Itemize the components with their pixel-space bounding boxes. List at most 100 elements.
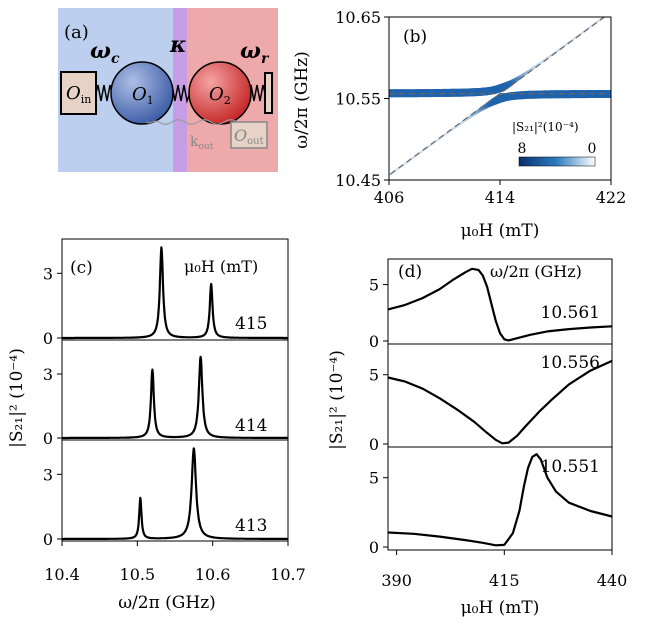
panel-d-subplot-frame	[387, 446, 613, 551]
panel-c-ytick-label: 0	[43, 429, 53, 448]
heatmap-branch-upper-segment	[514, 76, 521, 82]
o-out-label: Oout	[234, 126, 264, 147]
heatmap-branch-upper-segment	[531, 65, 537, 70]
panel-d-ytick-label: 5	[369, 469, 379, 488]
panel-a-label: (a)	[64, 22, 89, 43]
colorbar-max: 8	[518, 141, 527, 157]
panel-c-ytick-label: 0	[43, 530, 53, 549]
heatmap-branch-lower-segment	[403, 162, 407, 166]
heatmap-branch-lower-segment	[463, 117, 469, 122]
heatmap-branch-lower-segment	[474, 109, 480, 115]
panel-d-xtick-label: 440	[597, 571, 628, 590]
panel-b-xlabel: μ₀H (mT)	[461, 221, 540, 241]
panel-b-xtick-label: 414	[485, 188, 516, 207]
kout-squiggle	[145, 119, 238, 125]
panel-c-series-413	[61, 447, 289, 541]
heatmap-branch-lower-segment	[459, 120, 464, 125]
heatmap-branch-lower-segment	[411, 156, 416, 160]
panel-b-ytick-label: 10.45	[335, 171, 381, 190]
panel-c-series-label: 413	[235, 516, 267, 536]
heatmap-branch-lower-segment	[478, 106, 485, 112]
heatmap-branch-upper-segment	[608, 13, 609, 14]
panel-b: 406 414 422 10.65 10.55 10.45 (b) μ₀H (mT) ω/…	[292, 8, 626, 241]
panel-c-plot: 0 3 415 0 3 414 0 3 413 10.4 10.5 10.6 10.7	[43, 238, 306, 584]
panel-c-xtick-label: 10.5	[120, 565, 156, 584]
panel-d-ytick-label: 0	[369, 332, 379, 351]
panel-c-xtick-label: 10.4	[44, 565, 80, 584]
heatmap-branch-lower-segment	[466, 115, 472, 120]
o-out-box	[230, 121, 268, 149]
heatmap-branch-upper-segment	[523, 71, 529, 76]
panel-a: (a) ωc κ ωr Oin O1 O2 Oout kout	[58, 8, 278, 172]
heatmap-branch-upper-segment	[547, 54, 552, 59]
panel-b-label: (b)	[403, 27, 427, 47]
heatmap-branch-lower-segment	[461, 119, 466, 124]
heatmap-branch-lower-segment	[457, 122, 462, 127]
colorbar-min: 0	[588, 141, 597, 157]
panel-c: 0 3 415 0 3 414 0 3 413 10.4 10.5 10.6 10.7 (c) μ₀H …	[7, 238, 306, 613]
panel-b-xtick-label: 406	[374, 188, 405, 207]
heatmap-branch-upper-segment	[534, 63, 539, 68]
heatmap-branch-upper-segment	[572, 36, 577, 41]
panel-b-ytick-label: 10.65	[335, 8, 381, 27]
o-in-box	[60, 71, 97, 115]
mode-dashed-line	[389, 17, 605, 176]
panel-d-plot: 0 5 10.561 0 5 10.556 0 5 10.551 390 415 440	[369, 258, 628, 590]
heatmap-branch-upper-segment	[580, 30, 585, 35]
heatmap-branch-upper-segment	[543, 57, 548, 62]
heatmap-branch-lower-segment	[428, 144, 432, 148]
middle-region	[173, 8, 187, 172]
heatmap-branch-upper-segment	[517, 74, 523, 80]
panel-d-ylabel: |S₂₁|² (10⁻⁴)	[327, 350, 347, 450]
heatmap-branch-upper-segment	[597, 18, 601, 22]
panel-c-ytick-label: 3	[43, 365, 53, 384]
panel-d-xlabel: μ₀H (mT)	[461, 598, 540, 618]
omega-c-label: ωc	[90, 38, 120, 67]
panel-d-label: (d)	[398, 262, 422, 282]
heatmap-branch-upper-segment	[606, 15, 607, 16]
heatmap-branch-lower-segment	[471, 111, 477, 117]
heatmap-branch-upper-segment	[538, 60, 543, 65]
heatmap-branch-lower-segment	[435, 138, 439, 143]
heatmap-branch-upper-segment	[511, 77, 518, 84]
heatmap-branch-lower-segment	[452, 125, 457, 130]
heatmap-branch-upper-segment	[610, 12, 611, 13]
panel-c-subplot-frame	[61, 439, 289, 542]
heatmap-branch-lower-segment	[454, 124, 459, 129]
heatmap-branch-upper-segment	[564, 42, 568, 47]
panel-d-ytick-label: 0	[369, 538, 379, 557]
heatmap-branch-upper-segment	[548, 53, 553, 58]
panel-d-series-label: 10.556	[541, 353, 600, 373]
panel-b-xtick-label: 422	[596, 188, 627, 207]
panel-c-xlabel: ω/2π (GHz)	[118, 593, 216, 613]
heatmap-branch-upper-segment	[579, 31, 584, 36]
panel-d-xtick-label: 390	[381, 571, 412, 590]
panel-c-ytick-label: 0	[43, 329, 53, 348]
panel-b-ticks: 406 414 422 10.65 10.55 10.45	[335, 8, 626, 207]
heatmap-branch-upper-segment	[528, 67, 534, 72]
heatmap-branch-lower-segment	[394, 168, 399, 172]
heatmap-branch-lower-segment	[467, 114, 473, 119]
heatmap-branch-lower-segment	[396, 167, 400, 171]
panel-c-label: (c)	[70, 258, 93, 278]
heatmap-branch-upper-segment	[541, 58, 546, 63]
panel-c-ytick-label: 3	[43, 465, 53, 484]
o-in-label: Oin	[66, 83, 91, 106]
panel-c-xtick-label: 10.6	[195, 565, 231, 584]
panel-c-series-415	[61, 246, 289, 340]
heatmap-branch-lower-segment	[436, 137, 441, 142]
heatmap-branch-upper-segment	[533, 64, 538, 69]
panel-b-ylabel: ω/2π (GHz)	[292, 51, 312, 149]
panel-c-legend-title: μ₀H (mT)	[184, 257, 258, 276]
kout-label: kout	[190, 134, 214, 152]
heatmap-branch-lower-segment	[465, 116, 470, 121]
panel-d: 0 5 10.561 0 5 10.556 0 5 10.551 390 415 440 (d) ω/…	[327, 258, 628, 618]
panel-d-legend-title: ω/2π (GHz)	[490, 262, 582, 281]
heatmap-branch-lower-segment	[444, 131, 449, 136]
panel-d-series-10.551	[387, 453, 613, 547]
heatmap-branch-lower-segment	[470, 112, 476, 117]
heatmap-branch-lower-segment	[443, 132, 448, 137]
heatmap-branch-lower-segment	[479, 105, 486, 111]
heatmap-branch-lower-segment	[477, 107, 483, 113]
